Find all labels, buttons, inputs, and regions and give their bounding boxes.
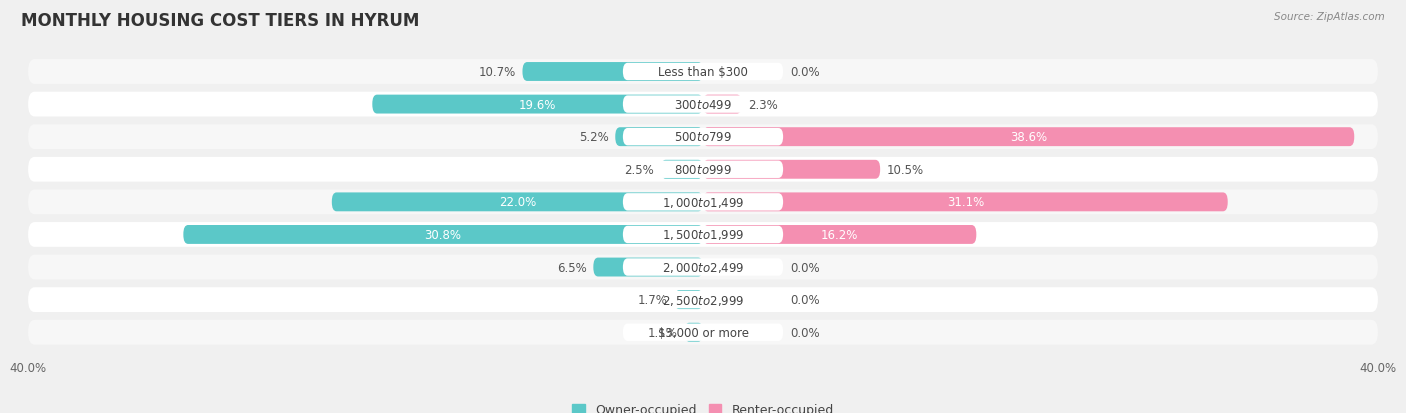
Text: 19.6%: 19.6% [519, 98, 557, 112]
FancyBboxPatch shape [183, 225, 703, 244]
Text: 22.0%: 22.0% [499, 196, 536, 209]
Text: 31.1%: 31.1% [946, 196, 984, 209]
Text: $3,000 or more: $3,000 or more [658, 326, 748, 339]
FancyBboxPatch shape [623, 64, 783, 81]
Text: 2.3%: 2.3% [748, 98, 779, 112]
FancyBboxPatch shape [703, 128, 1354, 147]
FancyBboxPatch shape [623, 226, 783, 244]
Text: 1.7%: 1.7% [638, 293, 668, 306]
Text: 5.2%: 5.2% [579, 131, 609, 144]
Text: $2,000 to $2,499: $2,000 to $2,499 [662, 261, 744, 274]
FancyBboxPatch shape [703, 160, 880, 179]
Text: Less than $300: Less than $300 [658, 66, 748, 79]
Text: $300 to $499: $300 to $499 [673, 98, 733, 112]
Text: $500 to $799: $500 to $799 [673, 131, 733, 144]
Text: $1,000 to $1,499: $1,000 to $1,499 [662, 195, 744, 209]
FancyBboxPatch shape [623, 324, 783, 341]
FancyBboxPatch shape [28, 255, 1378, 280]
FancyBboxPatch shape [28, 125, 1378, 150]
Text: 0.0%: 0.0% [790, 66, 820, 79]
FancyBboxPatch shape [373, 95, 703, 114]
FancyBboxPatch shape [661, 160, 703, 179]
Text: 1.1%: 1.1% [648, 326, 678, 339]
FancyBboxPatch shape [28, 60, 1378, 85]
Text: 16.2%: 16.2% [821, 228, 858, 241]
Text: Source: ZipAtlas.com: Source: ZipAtlas.com [1274, 12, 1385, 22]
FancyBboxPatch shape [623, 259, 783, 276]
FancyBboxPatch shape [703, 193, 1227, 212]
FancyBboxPatch shape [685, 323, 703, 342]
FancyBboxPatch shape [28, 157, 1378, 182]
FancyBboxPatch shape [623, 161, 783, 178]
Text: 6.5%: 6.5% [557, 261, 586, 274]
FancyBboxPatch shape [28, 223, 1378, 247]
FancyBboxPatch shape [28, 93, 1378, 117]
FancyBboxPatch shape [623, 291, 783, 309]
Text: 0.0%: 0.0% [790, 261, 820, 274]
Text: 38.6%: 38.6% [1010, 131, 1047, 144]
Text: 0.0%: 0.0% [790, 293, 820, 306]
FancyBboxPatch shape [28, 190, 1378, 215]
Text: 0.0%: 0.0% [790, 326, 820, 339]
Text: MONTHLY HOUSING COST TIERS IN HYRUM: MONTHLY HOUSING COST TIERS IN HYRUM [21, 12, 419, 30]
FancyBboxPatch shape [703, 225, 976, 244]
FancyBboxPatch shape [28, 320, 1378, 345]
FancyBboxPatch shape [703, 95, 742, 114]
FancyBboxPatch shape [616, 128, 703, 147]
FancyBboxPatch shape [28, 287, 1378, 312]
FancyBboxPatch shape [675, 290, 703, 309]
Text: $2,500 to $2,999: $2,500 to $2,999 [662, 293, 744, 307]
Text: $800 to $999: $800 to $999 [673, 164, 733, 176]
FancyBboxPatch shape [623, 96, 783, 114]
Legend: Owner-occupied, Renter-occupied: Owner-occupied, Renter-occupied [572, 403, 834, 413]
Text: 2.5%: 2.5% [624, 164, 654, 176]
FancyBboxPatch shape [523, 63, 703, 82]
Text: 10.7%: 10.7% [478, 66, 516, 79]
Text: $1,500 to $1,999: $1,500 to $1,999 [662, 228, 744, 242]
Text: 10.5%: 10.5% [887, 164, 924, 176]
FancyBboxPatch shape [623, 129, 783, 146]
FancyBboxPatch shape [623, 194, 783, 211]
FancyBboxPatch shape [593, 258, 703, 277]
Text: 30.8%: 30.8% [425, 228, 461, 241]
FancyBboxPatch shape [332, 193, 703, 212]
